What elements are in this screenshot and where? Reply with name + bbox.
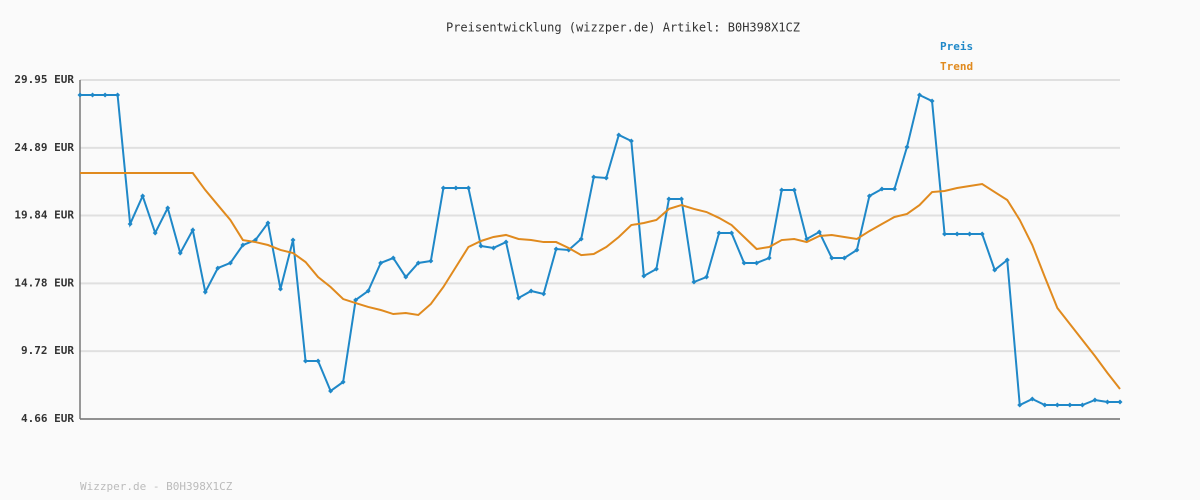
point-marker [328, 388, 334, 394]
point-marker [378, 260, 384, 266]
point-marker [904, 144, 910, 150]
point-marker [1029, 396, 1035, 402]
point-marker [628, 138, 634, 144]
point-marker [942, 231, 948, 237]
point-marker [779, 187, 785, 193]
point-marker [152, 230, 158, 236]
point-marker [704, 274, 710, 280]
point-marker [115, 92, 121, 98]
point-marker [729, 230, 735, 236]
point-marker [102, 92, 108, 98]
point-marker [390, 255, 396, 261]
point-marker [603, 175, 609, 181]
point-marker [90, 92, 96, 98]
y-tick-label: 9.72 EUR [21, 344, 74, 357]
point-marker [1004, 257, 1010, 263]
point-marker [403, 274, 409, 280]
y-tick-label: 29.95 EUR [14, 73, 74, 86]
y-tick-label: 4.66 EUR [21, 412, 74, 425]
point-marker [641, 273, 647, 279]
point-marker [478, 243, 484, 249]
point-marker [891, 186, 897, 192]
point-marker [1054, 402, 1060, 408]
point-marker [929, 98, 935, 104]
point-marker [140, 193, 146, 199]
point-marker [541, 291, 547, 297]
point-marker [453, 185, 459, 191]
point-marker [1017, 402, 1023, 408]
point-marker [591, 174, 597, 180]
point-marker [716, 230, 722, 236]
point-marker [791, 187, 797, 193]
point-marker [666, 196, 672, 202]
point-marker [754, 260, 760, 266]
y-tick-label: 14.78 EUR [14, 276, 74, 289]
point-marker [854, 247, 860, 253]
legend-label: Trend [940, 60, 973, 73]
point-marker [992, 267, 998, 273]
point-marker [829, 255, 835, 261]
point-marker [490, 245, 496, 251]
point-marker [1104, 399, 1110, 405]
point-marker [1079, 402, 1085, 408]
point-marker [1092, 397, 1098, 403]
y-tick-label: 24.89 EUR [14, 141, 74, 154]
point-marker [841, 255, 847, 261]
point-marker [215, 265, 221, 271]
point-marker [691, 279, 697, 285]
point-marker [353, 297, 359, 303]
point-marker [967, 231, 973, 237]
point-marker [578, 236, 584, 242]
point-marker [127, 221, 133, 227]
point-marker [165, 205, 171, 211]
point-marker [678, 196, 684, 202]
point-marker [277, 286, 283, 292]
point-marker [979, 231, 985, 237]
point-marker [440, 185, 446, 191]
point-marker [303, 358, 309, 364]
point-marker [804, 236, 810, 242]
point-marker [866, 193, 872, 199]
footer: Wizzper.de - B0H398X1CZ [80, 480, 233, 493]
point-marker [766, 255, 772, 261]
point-marker [365, 288, 371, 294]
point-marker [265, 220, 271, 226]
chart-title: Preisentwicklung (wizzper.de) Artikel: B… [446, 21, 800, 35]
y-tick-label: 19.84 EUR [14, 209, 74, 222]
point-marker [816, 229, 822, 235]
point-marker [528, 288, 534, 294]
point-marker [315, 358, 321, 364]
point-marker [553, 246, 559, 252]
point-marker [177, 250, 183, 256]
point-marker [465, 185, 471, 191]
series-line [80, 172, 1121, 390]
point-marker [190, 227, 196, 233]
point-marker [415, 260, 421, 266]
point-marker [741, 260, 747, 266]
point-marker [290, 237, 296, 243]
point-marker [879, 186, 885, 192]
point-marker [917, 92, 923, 98]
point-marker [516, 295, 522, 301]
point-marker [616, 132, 622, 138]
point-marker [340, 379, 346, 385]
point-marker [240, 242, 246, 248]
point-marker [653, 266, 659, 272]
point-marker [77, 92, 83, 98]
point-marker [1067, 402, 1073, 408]
point-marker [503, 239, 509, 245]
point-marker [1042, 402, 1048, 408]
point-marker [1117, 399, 1123, 405]
point-marker [202, 289, 208, 295]
point-marker [227, 260, 233, 266]
point-marker [428, 258, 434, 264]
legend-label: Preis [940, 40, 973, 53]
point-marker [954, 231, 960, 237]
